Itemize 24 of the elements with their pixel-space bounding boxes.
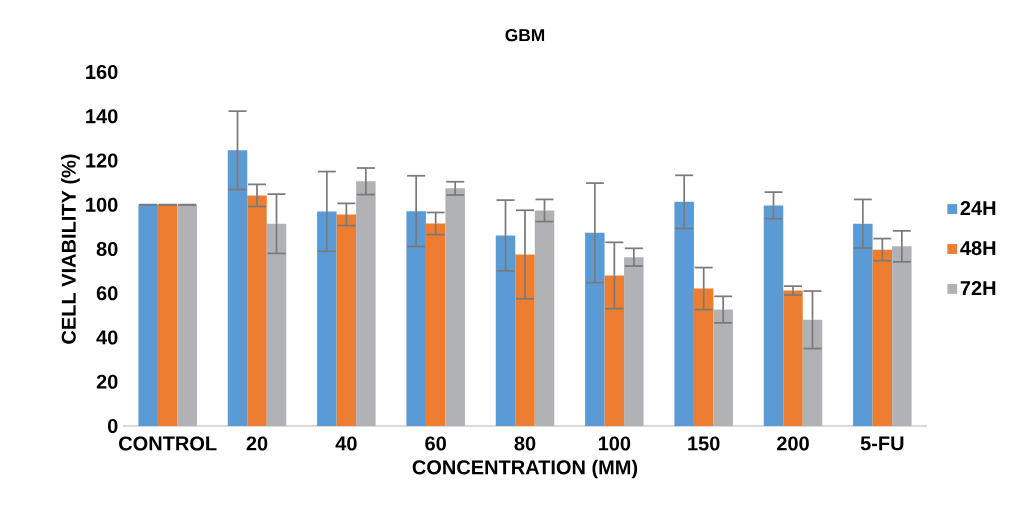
y-axis-title: CELL VIABILITY (%) — [61, 154, 80, 344]
x-tick-label: CONTROL — [119, 436, 217, 451]
chart-title: GBM — [505, 29, 545, 42]
y-tick-label: 140 — [86, 109, 118, 124]
legend-label: 24H — [960, 201, 996, 216]
x-tick-label: 150 — [688, 436, 720, 451]
y-tick-label: 120 — [86, 153, 118, 168]
x-tick-label: 40 — [335, 436, 357, 451]
x-tick-label: 80 — [514, 436, 536, 451]
x-tick-label: 200 — [777, 436, 809, 451]
y-tick-label: 60 — [96, 286, 118, 301]
y-tick-label: 40 — [96, 330, 118, 345]
x-tick-label: 60 — [425, 436, 446, 451]
y-tick-label: 0 — [107, 418, 118, 434]
x-axis-title: CONCENTRATION (MM) — [412, 459, 638, 479]
y-tick-label: 100 — [86, 197, 118, 212]
x-tick-label: 100 — [598, 436, 631, 451]
x-tick-label: 5-FU — [860, 436, 904, 451]
y-tick-label: 160 — [86, 64, 118, 80]
legend-label: 48H — [960, 241, 996, 256]
x-tick-label: 20 — [246, 436, 268, 451]
legend-label: 72H — [960, 280, 996, 295]
y-tick-label: 80 — [96, 241, 118, 257]
y-tick-label: 20 — [96, 374, 118, 389]
